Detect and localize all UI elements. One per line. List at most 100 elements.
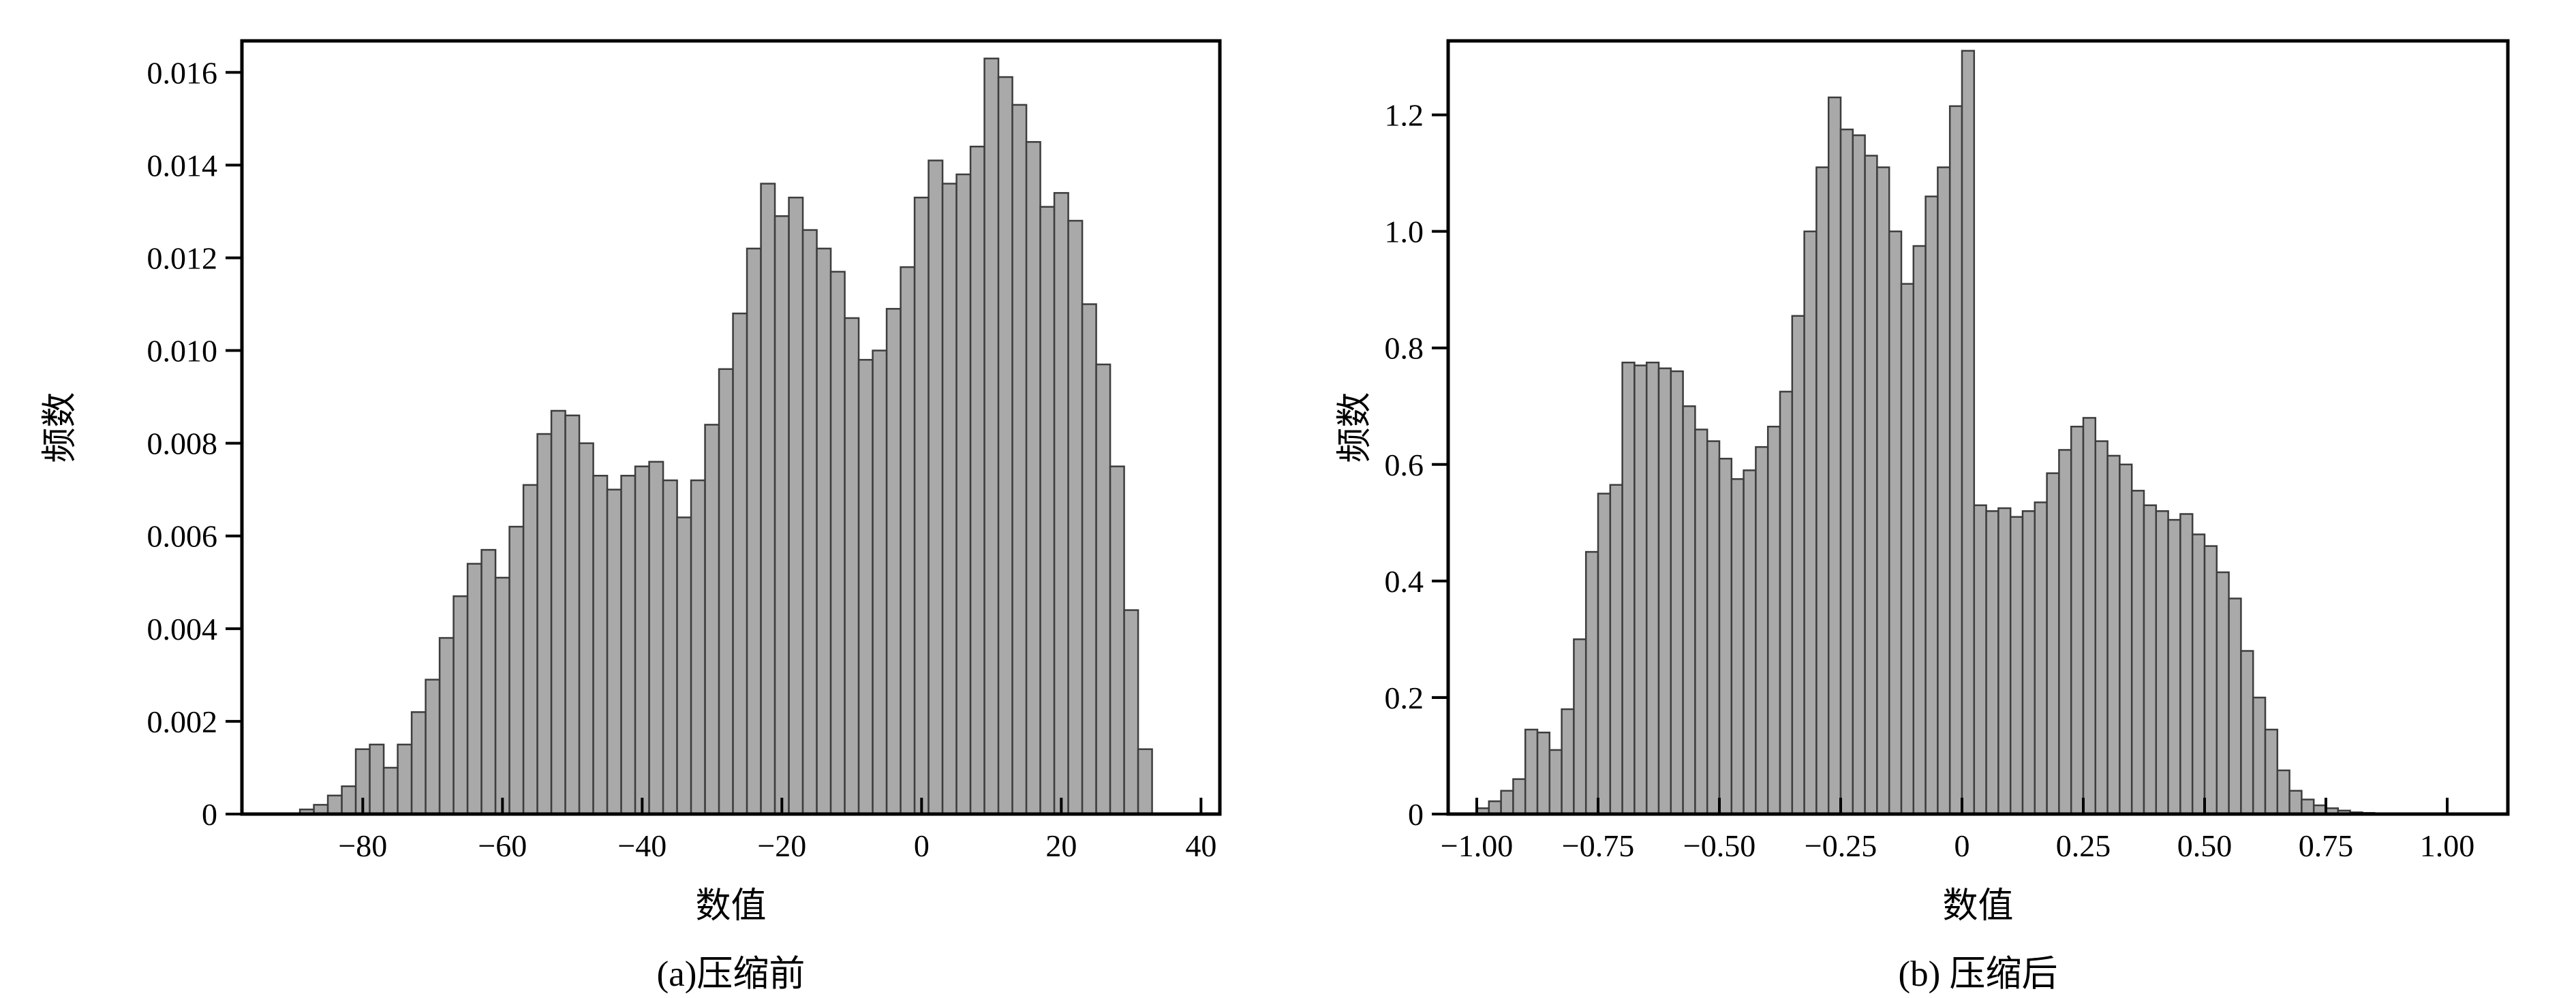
histogram-bar bbox=[662, 479, 678, 815]
histogram-bar bbox=[592, 475, 609, 815]
y-tick-label: 0 bbox=[202, 797, 217, 832]
histogram-bar bbox=[2021, 510, 2036, 815]
histogram-bar bbox=[397, 743, 413, 815]
histogram-bar bbox=[1621, 361, 1636, 815]
histogram-bar bbox=[1109, 465, 1125, 815]
histogram-bar bbox=[816, 247, 832, 815]
histogram-bar bbox=[1997, 507, 2012, 815]
y-tick-label: 0.6 bbox=[1385, 448, 1424, 482]
histogram-bar bbox=[1011, 104, 1028, 815]
panel-caption: (a)压缩前 bbox=[657, 954, 806, 994]
histogram-bar bbox=[410, 711, 427, 815]
histogram-bar bbox=[2191, 533, 2206, 815]
histogram-bar bbox=[2058, 449, 2072, 815]
histogram-bar bbox=[1039, 206, 1056, 815]
histogram-bar bbox=[676, 516, 692, 815]
histogram-bar bbox=[773, 215, 790, 815]
histogram-bar bbox=[1512, 778, 1527, 815]
histogram-bar bbox=[1584, 550, 1599, 815]
histogram-bar bbox=[480, 548, 497, 815]
x-tick-label: 20 bbox=[1045, 828, 1077, 863]
y-tick-label: 0.012 bbox=[147, 240, 218, 275]
histogram-bar bbox=[1609, 484, 1623, 815]
panel-caption: (b) 压缩后 bbox=[1898, 954, 2057, 994]
histogram-bar bbox=[1706, 440, 1721, 815]
histogram-bar bbox=[2130, 490, 2145, 815]
histogram-bar bbox=[690, 479, 706, 815]
histogram-bar bbox=[1500, 790, 1514, 815]
y-tick-label: 0.010 bbox=[147, 334, 218, 369]
histogram-bar bbox=[1900, 283, 1915, 815]
histogram-bar bbox=[606, 488, 622, 815]
histogram-bar bbox=[1095, 363, 1111, 815]
histogram-bar bbox=[1852, 134, 1866, 815]
x-tick-label: −0.50 bbox=[1683, 828, 1755, 863]
histogram-bar bbox=[718, 368, 734, 815]
histogram-svg: −80 −60 −40 −20 0 20 40 0 0.002 0.004 0.006 0.008 0.… bbox=[41, 39, 1222, 994]
x-tick-label: −0.25 bbox=[1805, 828, 1877, 863]
histogram-bar bbox=[1682, 405, 1696, 815]
histogram-bar bbox=[578, 442, 594, 815]
histogram-bar bbox=[2203, 545, 2218, 815]
x-axis-title: 数值 bbox=[1942, 887, 2013, 926]
histogram-svg: −1.00 −0.75 −0.50 −0.25 0 0.25 0.50 0.75 1.00 0 0.… bbox=[1336, 39, 2510, 994]
histogram-bar bbox=[564, 414, 581, 815]
histogram-bar bbox=[2228, 597, 2242, 815]
histogram-bar bbox=[1827, 96, 1842, 815]
x-tick-label: −60 bbox=[478, 828, 527, 863]
histogram-bar bbox=[1925, 196, 1939, 815]
histogram-bar bbox=[620, 475, 637, 815]
histogram-bar bbox=[1081, 303, 1097, 815]
histogram-bar bbox=[2301, 798, 2315, 815]
histogram-bar bbox=[913, 196, 930, 815]
histogram-bar bbox=[382, 766, 399, 815]
histogram-bar bbox=[1488, 800, 1502, 815]
histogram-bar bbox=[900, 266, 916, 815]
histogram-bar bbox=[1561, 708, 1575, 815]
histogram-bar bbox=[1985, 510, 1999, 815]
histogram-bar bbox=[760, 183, 776, 815]
histogram-bar bbox=[1670, 370, 1684, 815]
histogram-bar bbox=[1548, 749, 1563, 815]
x-tick-label: 1.00 bbox=[2420, 828, 2475, 863]
histogram-bar bbox=[634, 465, 650, 815]
histogram-bar bbox=[2264, 728, 2279, 815]
histogram-bar bbox=[1912, 245, 1927, 815]
histogram-bar bbox=[1718, 458, 1733, 815]
histogram-bar bbox=[1888, 230, 1903, 815]
x-tick-label: 0.75 bbox=[2299, 828, 2354, 863]
histogram-bar bbox=[508, 525, 525, 815]
histogram-bar bbox=[536, 433, 553, 815]
plot-box bbox=[240, 39, 1222, 816]
histogram-bar bbox=[453, 595, 469, 815]
histogram-bar bbox=[829, 270, 846, 815]
histogram-bar bbox=[1694, 428, 1708, 815]
y-axis-title: 频数 bbox=[41, 392, 80, 463]
histogram-bar bbox=[885, 308, 902, 815]
histogram-bar bbox=[927, 159, 944, 815]
y-tick-label: 1.0 bbox=[1385, 215, 1424, 249]
y-tick-label: 0.004 bbox=[147, 612, 218, 646]
histogram-bar bbox=[2155, 510, 2169, 815]
histogram-bar bbox=[550, 409, 566, 815]
histogram-bar bbox=[1123, 609, 1139, 815]
x-axis-title: 数值 bbox=[695, 887, 766, 926]
histogram-bar bbox=[2070, 425, 2085, 815]
histogram-bar bbox=[1815, 166, 1830, 815]
histogram-bar bbox=[1864, 155, 1878, 815]
y-tick-label: 0.002 bbox=[147, 704, 218, 739]
histogram-bar bbox=[2009, 516, 2024, 815]
histogram-bar bbox=[1743, 469, 1757, 815]
histogram-bar bbox=[983, 57, 1000, 815]
histogram-bar bbox=[2046, 472, 2060, 815]
histogram-bar bbox=[1730, 478, 1745, 815]
y-tick-label: 1.2 bbox=[1385, 98, 1424, 133]
histogram-bar bbox=[704, 424, 720, 815]
histogram-bar bbox=[2034, 501, 2048, 815]
histogram-bar bbox=[2094, 440, 2109, 815]
histogram-bar bbox=[1067, 219, 1084, 815]
x-tick-label: −80 bbox=[338, 828, 387, 863]
histogram-bar bbox=[969, 145, 985, 815]
histogram-bar bbox=[844, 317, 860, 815]
histogram-bar bbox=[732, 312, 748, 815]
